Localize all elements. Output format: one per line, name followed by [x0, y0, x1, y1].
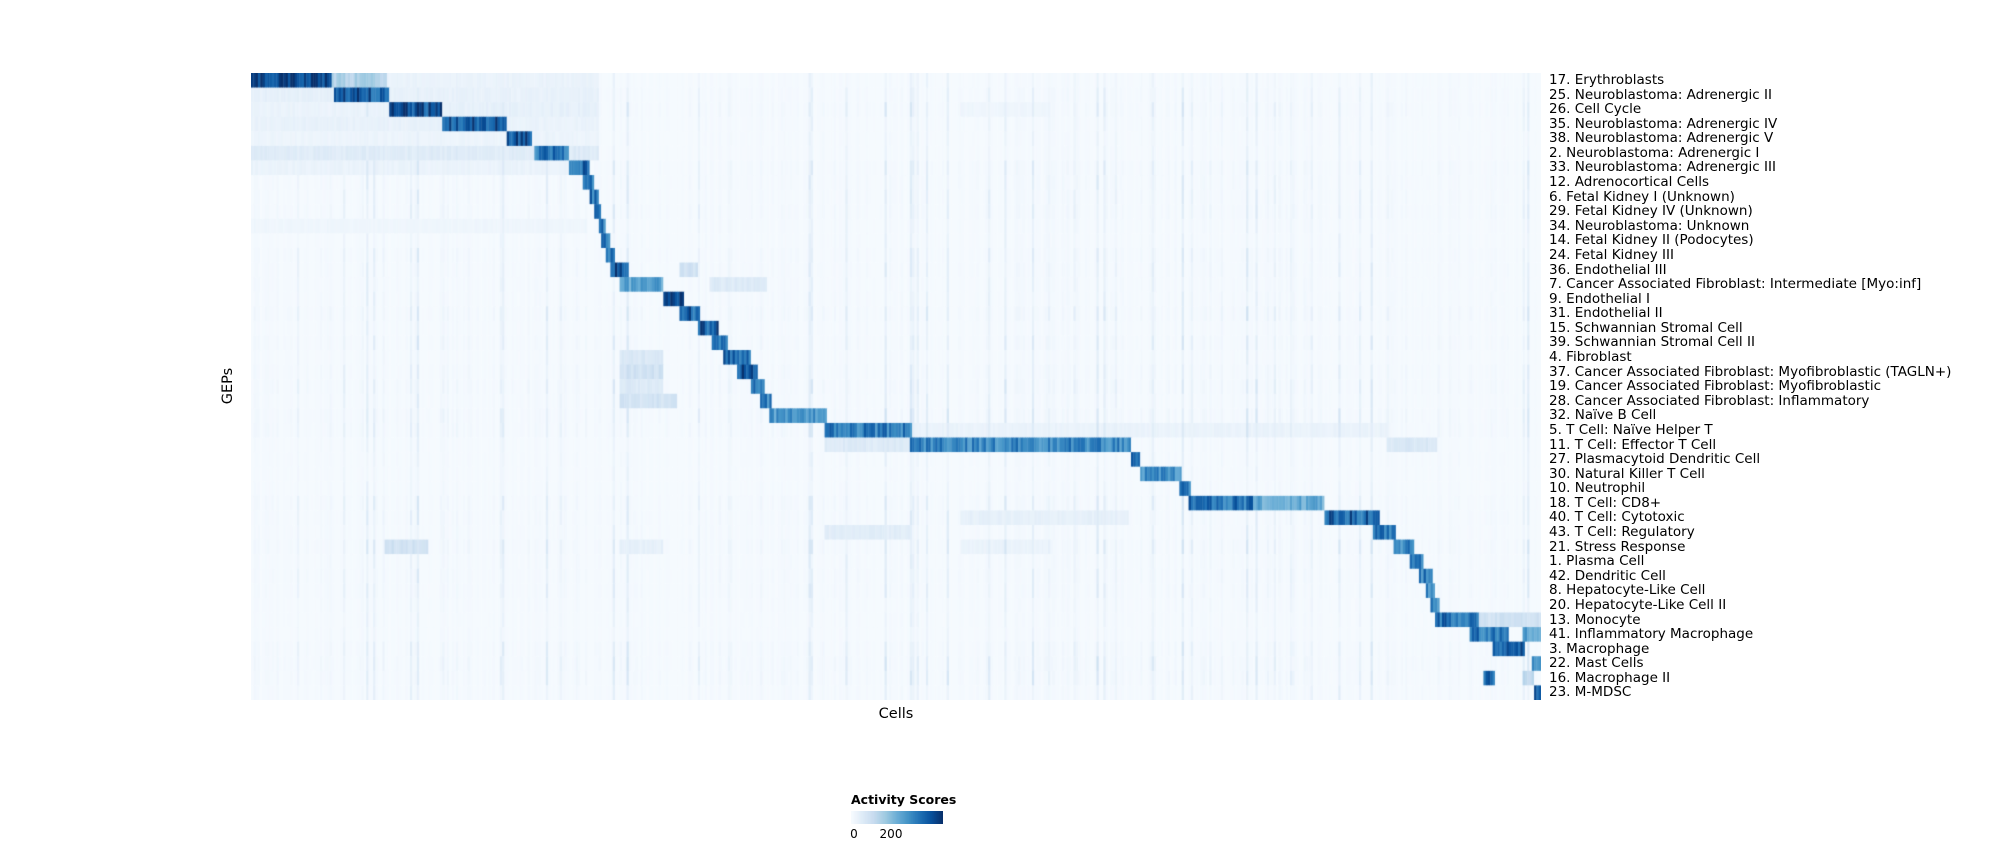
row-label: 17. Erythroblasts: [1549, 72, 1665, 88]
row-label: 10. Neutrophil: [1549, 480, 1646, 497]
row-label: 26. Cell Cycle: [1549, 101, 1642, 118]
row-label: 13. Monocyte: [1549, 611, 1641, 628]
row-label: 42. Dendritic Cell: [1549, 567, 1666, 584]
row-label: 32. Naïve B Cell: [1549, 407, 1657, 424]
row-label: 15. Schwannian Stromal Cell: [1549, 319, 1743, 336]
row-label: 3. Macrophage: [1549, 640, 1650, 657]
row-label: 28. Cancer Associated Fibroblast: Inflam…: [1549, 392, 1870, 409]
row-label: 41. Inflammatory Macrophage: [1549, 626, 1754, 643]
row-label: 12. Adrenocortical Cells: [1549, 174, 1709, 191]
row-label: 34. Neuroblastoma: Unknown: [1549, 217, 1750, 234]
row-label: 11. T Cell: Effector T Cell: [1549, 436, 1717, 453]
row-label: 2. Neuroblastoma: Adrenergic I: [1549, 144, 1760, 161]
row-label: 40. T Cell: Cytotoxic: [1549, 509, 1685, 526]
colorbar-gradient: [851, 811, 943, 824]
row-label: 20. Hepatocyte-Like Cell II: [1549, 596, 1727, 613]
x-axis-label: Cells: [878, 706, 914, 722]
row-label: 16. Macrophage II: [1549, 669, 1671, 686]
row-label: 6. Fetal Kidney I (Unknown): [1549, 188, 1735, 205]
row-label: 33. Neuroblastoma: Adrenergic III: [1549, 159, 1776, 176]
row-label: 38. Neuroblastoma: Adrenergic V: [1549, 130, 1774, 147]
row-label: 31. Endothelial II: [1549, 305, 1663, 322]
row-label: 27. Plasmacytoid Dendritic Cell: [1549, 451, 1761, 468]
row-label: 29. Fetal Kidney IV (Unknown): [1549, 203, 1753, 220]
y-axis-label: GEPs: [220, 367, 236, 405]
row-label: 7. Cancer Associated Fibroblast: Interme…: [1549, 276, 1922, 293]
row-label: 24. Fetal Kidney III: [1549, 246, 1674, 263]
legend-tick-200: 200: [879, 827, 903, 841]
row-label: 30. Natural Killer T Cell: [1549, 465, 1705, 482]
heatmap-canvas: [251, 73, 1541, 700]
row-label: 35. Neuroblastoma: Adrenergic IV: [1549, 115, 1778, 132]
row-label: 19. Cancer Associated Fibroblast: Myofib…: [1549, 378, 1882, 395]
row-labels: 17. Erythroblasts 25. Neuroblastoma: Adre…: [1549, 73, 2004, 700]
row-label: 36. Endothelial III: [1549, 261, 1667, 278]
row-label: 5. T Cell: Naïve Helper T: [1549, 421, 1713, 438]
row-label: 39. Schwannian Stromal Cell II: [1549, 334, 1755, 351]
row-label: 22. Mast Cells: [1549, 655, 1644, 672]
row-label: 1. Plasma Cell: [1549, 553, 1645, 570]
row-label: 8. Hepatocyte-Like Cell: [1549, 582, 1706, 599]
row-label: 18. T Cell: CD8+: [1549, 494, 1662, 511]
legend-title: Activity Scores: [851, 792, 957, 807]
row-label: 43. T Cell: Regulatory: [1549, 524, 1695, 541]
row-label: 4. Fibroblast: [1549, 349, 1632, 366]
legend-ticks: 0 200: [850, 827, 943, 842]
row-label: 21. Stress Response: [1549, 538, 1686, 555]
colorbar-legend: Activity Scores 0 200: [850, 792, 957, 842]
row-label: 37. Cancer Associated Fibroblast: Myofib…: [1549, 363, 1952, 380]
legend-tick-min: 0: [850, 827, 858, 841]
row-label: 9. Endothelial I: [1549, 290, 1651, 307]
row-label: 14. Fetal Kidney II (Podocytes): [1549, 232, 1754, 249]
row-label: 23. M-MDSC: [1549, 684, 1632, 701]
row-label: 25. Neuroblastoma: Adrenergic II: [1549, 86, 1772, 103]
